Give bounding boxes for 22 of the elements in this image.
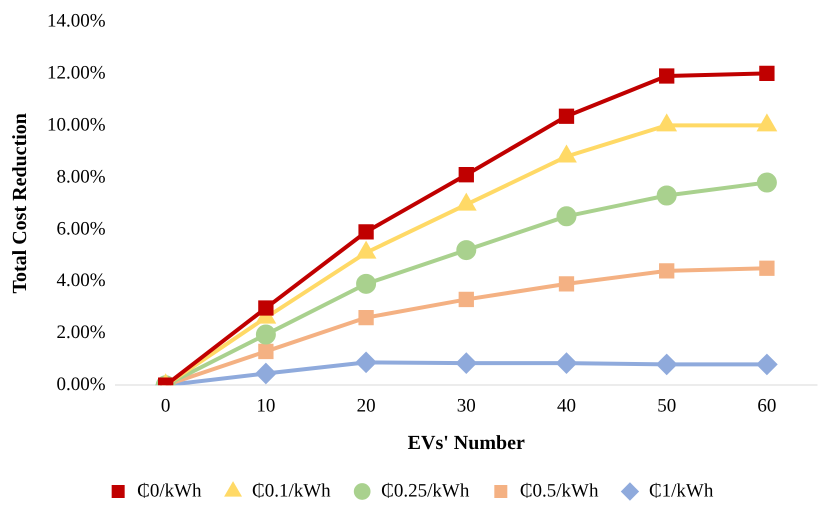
legend-label: ₵0.5/kWh: [520, 480, 599, 502]
x-tick-label: 0: [160, 396, 170, 417]
x-tick-label: 40: [556, 396, 576, 417]
x-axis-title: EVs' Number: [408, 432, 526, 454]
y-tick-label: 0.00%: [56, 374, 106, 396]
x-tick-label: 20: [356, 396, 376, 417]
y-tick-label: 2.00%: [56, 322, 106, 344]
x-tick-label: 30: [456, 396, 476, 417]
legend-label: ₵0.25/kWh: [381, 480, 470, 502]
y-tick-label: 14.00%: [47, 10, 106, 32]
y-tick-label: 4.00%: [56, 270, 106, 292]
x-tick-label: 10: [256, 396, 276, 417]
legend-label: ₵0/kWh: [137, 480, 202, 502]
y-axis-title: Total Cost Reduction: [9, 113, 32, 294]
legend-label: ₵0.1/kWh: [252, 480, 332, 502]
y-tick-label: 8.00%: [56, 166, 106, 188]
legend-label: ₵1/kWh: [648, 480, 714, 502]
y-tick-label: 6.00%: [56, 218, 106, 240]
x-tick-label: 50: [657, 396, 676, 417]
y-tick-label: 12.00%: [47, 62, 106, 84]
x-tick-label: 60: [757, 396, 776, 417]
y-tick-label: 10.00%: [47, 114, 106, 136]
